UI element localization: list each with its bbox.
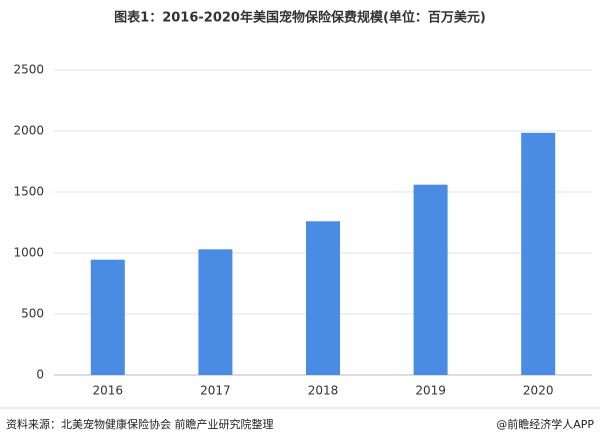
source-note: 资料来源：北美宠物健康保险协会 前瞻产业研究院整理 (6, 417, 274, 431)
y-tick-label: 1000 (13, 246, 44, 260)
credit: @前瞻经济学人APP (496, 417, 594, 431)
y-tick-label: 500 (21, 307, 44, 321)
y-tick-label: 2500 (13, 63, 44, 77)
x-tick-label: 2016 (93, 384, 124, 398)
x-tick-label: 2020 (523, 384, 554, 398)
x-tick-label: 2019 (415, 384, 446, 398)
x-tick-label: 2018 (308, 384, 339, 398)
bar (521, 132, 556, 375)
y-tick-label: 0 (36, 368, 44, 382)
y-tick-label: 2000 (13, 124, 44, 138)
x-tick-label: 2017 (200, 384, 231, 398)
bar (198, 249, 233, 375)
chart-title: 图表1：2016-2020年美国宠物保险保费规模(单位：百万美元) (114, 10, 486, 26)
y-tick-label: 1500 (13, 185, 44, 199)
bar (306, 221, 340, 375)
bar (413, 184, 448, 375)
bar (90, 259, 125, 375)
